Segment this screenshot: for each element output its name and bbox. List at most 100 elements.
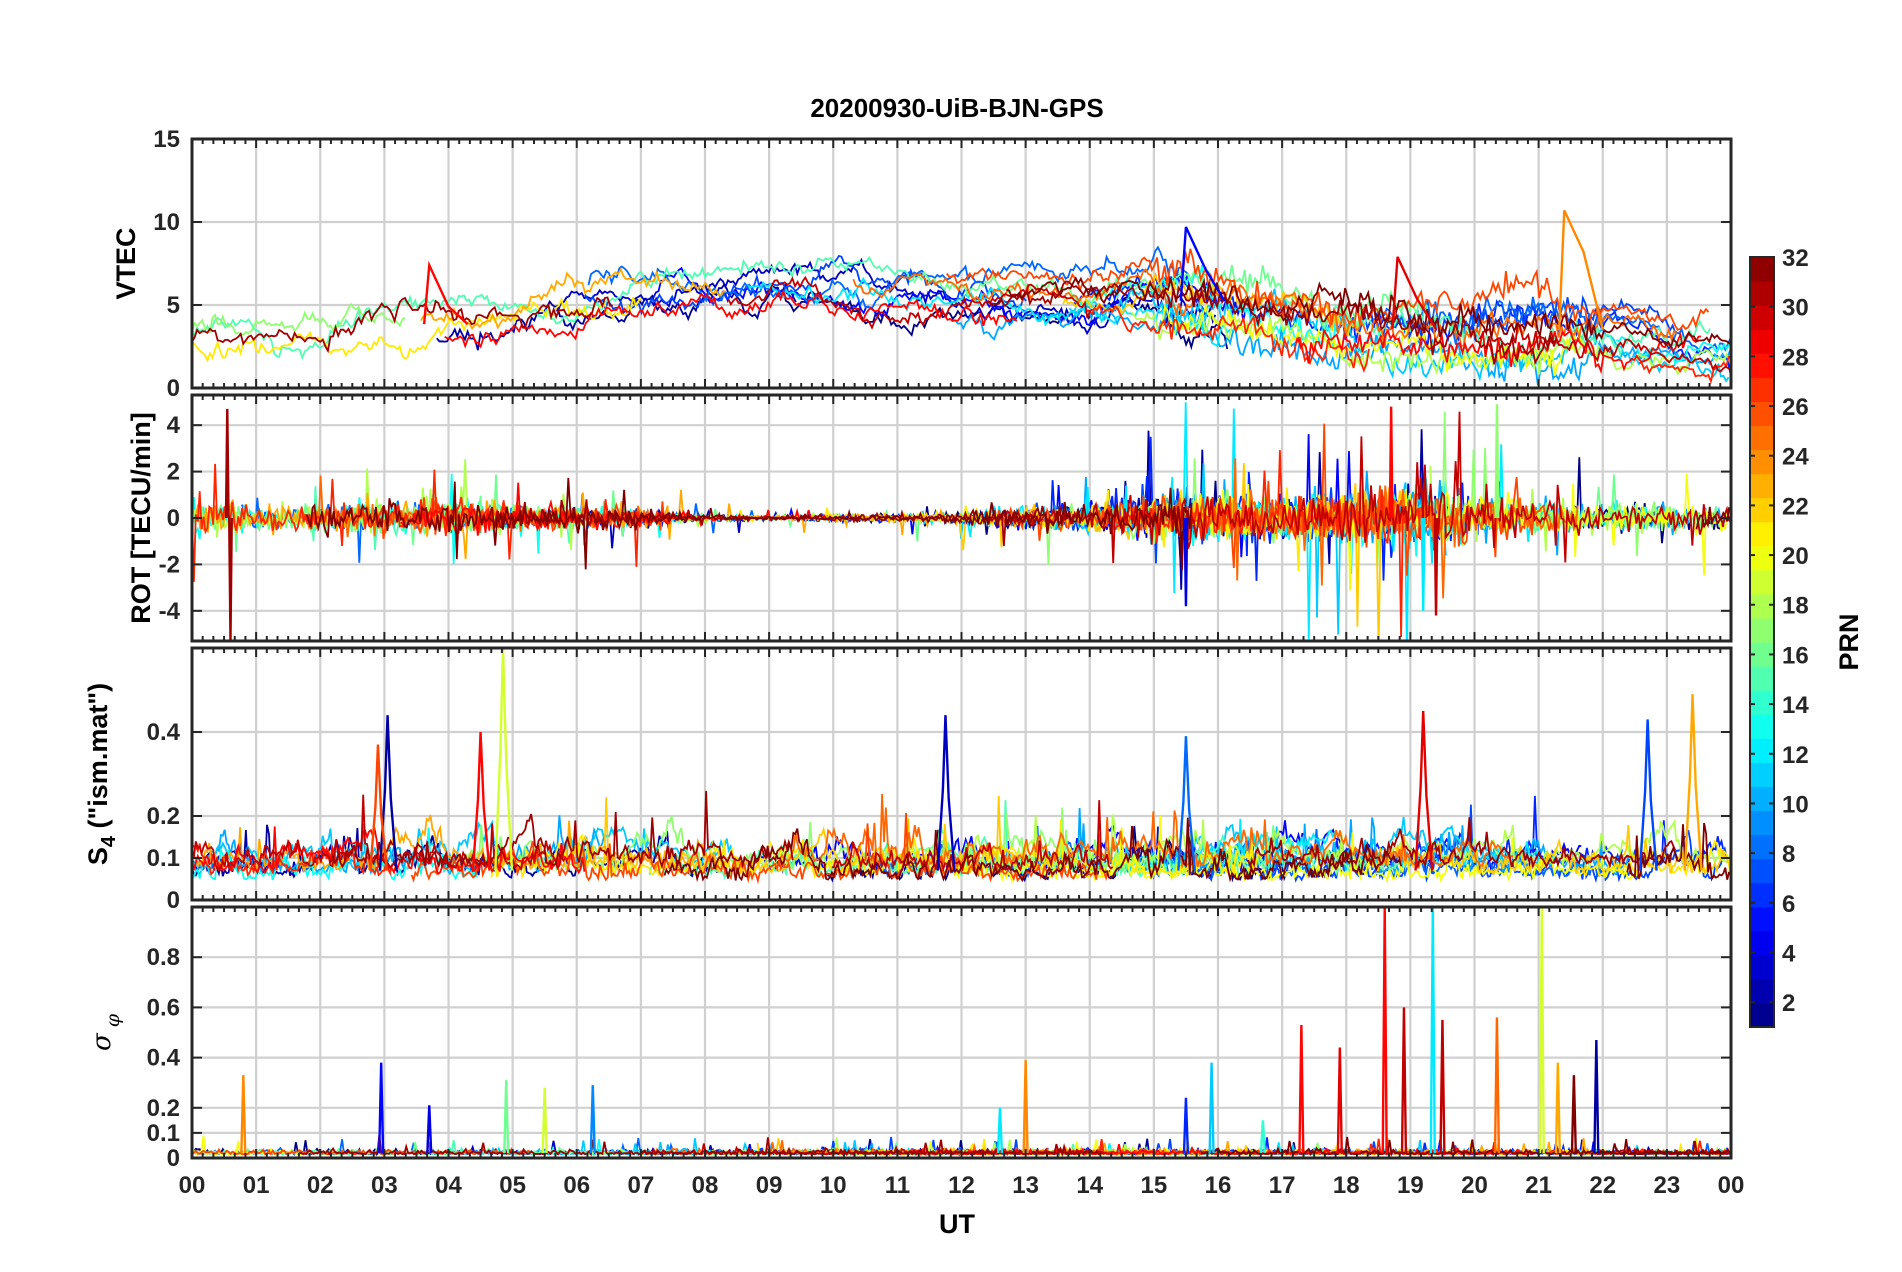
x-tick-label: 08 [692, 1172, 719, 1199]
series-prn-30 [727, 275, 1094, 330]
y-tick-label: 0.4 [147, 719, 181, 746]
peak-prn-3 [936, 715, 956, 871]
colorbar-swatch [1750, 810, 1774, 836]
series-prn-25 [1165, 458, 1579, 599]
x-tick-label: 12 [948, 1172, 975, 1199]
colorbar-swatch [1750, 738, 1774, 763]
colorbar-tick-label: 14 [1782, 692, 1809, 719]
peak-prn-5 [378, 1062, 385, 1154]
colorbar-tick-label: 20 [1782, 543, 1809, 570]
peak-prn-23 [1683, 694, 1703, 871]
colorbar-tick-label: 32 [1782, 245, 1809, 272]
series-prn-27 [1638, 355, 1730, 385]
series-prn-25 [852, 268, 1678, 348]
colorbar-swatch [1750, 449, 1774, 475]
x-tick-label: 00 [179, 1172, 206, 1199]
x-tick-label: 05 [499, 1172, 526, 1199]
y-tick-label: 0.4 [147, 1045, 181, 1072]
y-tick-label: 0 [167, 505, 180, 532]
series-prn-23 [420, 267, 727, 330]
peak-prn-7 [1638, 719, 1658, 871]
series-prn-32 [305, 477, 1193, 570]
x-tick-labels: 00 01 02 03 04 05 06 07 08 09 10 11 12 13 14 15 16 17 18 19… [179, 1172, 1745, 1199]
series-prn-26 [192, 1142, 530, 1157]
panel-s4: 0 0.1 0.2 0.4 S4 ("ism.mat") [83, 646, 1733, 914]
panel-vtec: 0 5 10 15 VTEC [111, 126, 1733, 402]
y-tick-label: 0.2 [147, 803, 180, 830]
peak-prn-12 [996, 1107, 1004, 1154]
series-prn-20 [943, 815, 1642, 885]
tick-marks [191, 395, 1732, 641]
peak-prn-23 [1554, 1062, 1561, 1154]
peak-prn-11 [1208, 1062, 1215, 1154]
colorbar-tick-label: 26 [1782, 394, 1809, 421]
peak-prn-19 [541, 1087, 548, 1154]
peak-prn-12 [1420, 517, 1426, 611]
colorbar-swatch [1750, 786, 1774, 812]
peak-prn-6 [1182, 1097, 1190, 1154]
series-prn-31 [986, 280, 1557, 366]
colorbar-swatch [1750, 473, 1774, 499]
y-tick-label: -2 [159, 551, 180, 578]
x-tick-label: 07 [628, 1172, 655, 1199]
series-prn-31 [1247, 817, 1677, 870]
colorbar-swatch [1750, 305, 1774, 330]
peak-prn-4 [426, 1105, 433, 1154]
colorbar-swatch [1750, 257, 1774, 282]
y-tick-label: 0.8 [147, 944, 180, 971]
colorbar-swatch [1750, 593, 1774, 619]
peak-prn-24 [240, 1075, 247, 1154]
peak-prn-5 [1179, 226, 1226, 302]
peak-prn-12 [1429, 907, 1436, 1153]
y-tick-label: 0.6 [147, 994, 180, 1021]
series-prn-26 [945, 248, 1710, 332]
peak-prn-28 [471, 731, 491, 871]
y-tick-label: 0 [167, 1145, 180, 1172]
x-axis-label: UT [939, 1209, 975, 1239]
y-tick-label: 0.1 [147, 1120, 180, 1147]
y-tick-label: 5 [167, 292, 180, 319]
series-prn-32 [1695, 506, 1730, 530]
peak-prn-31 [224, 408, 230, 519]
peak-prn-24 [1557, 209, 1604, 331]
colorbar-label: PRN [1834, 613, 1864, 670]
x-tick-label: 06 [563, 1172, 590, 1199]
x-tick-label: 01 [243, 1172, 270, 1199]
series-prn-8 [587, 245, 1190, 311]
y-tick-label: 0 [167, 375, 180, 402]
peak-prn-2 [1593, 1040, 1600, 1154]
peak-prn-29 [1336, 1047, 1343, 1154]
x-tick-label: 11 [885, 1172, 910, 1199]
colorbar-swatch [1750, 329, 1774, 354]
x-tick-label: 14 [1076, 1172, 1103, 1199]
colorbar-swatch [1750, 569, 1774, 595]
colorbar-tick-label: 30 [1782, 295, 1809, 322]
colorbar-tick-label: 10 [1782, 791, 1809, 818]
series-group [192, 648, 1731, 885]
peak-prn-4 [1183, 517, 1189, 607]
series-prn-32 [663, 817, 1403, 883]
series-prn-30 [1478, 322, 1731, 373]
series-prn-32 [1626, 822, 1730, 882]
series-prn-31 [330, 790, 794, 870]
colorbar-tick-label: 12 [1782, 742, 1809, 769]
y-tick-label: 15 [153, 126, 180, 153]
series-prn-32 [1006, 276, 1731, 349]
peak-prn-9 [589, 1085, 596, 1154]
series-group [192, 907, 1731, 1158]
peak-prn-2 [378, 715, 398, 871]
y-tick-label: 2 [167, 459, 180, 486]
colorbar-swatch [1750, 377, 1774, 402]
tick-marks [191, 907, 1732, 1159]
colorbar-tick-label: 8 [1782, 841, 1795, 868]
peak-prn-24 [1022, 1060, 1029, 1154]
x-tick-label: 03 [371, 1172, 398, 1199]
series-prn-25 [779, 793, 1514, 870]
peak-prn-28 [1388, 406, 1394, 519]
x-tick-label: 09 [756, 1172, 783, 1199]
colorbar-swatch [1750, 1002, 1774, 1028]
x-tick-label: 16 [1205, 1172, 1232, 1199]
series-group [192, 402, 1731, 641]
